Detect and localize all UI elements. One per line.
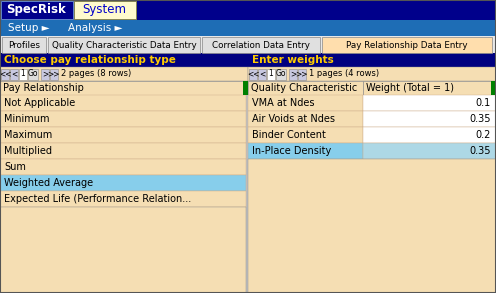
Text: 0.1: 0.1	[476, 98, 491, 108]
Bar	[289, 69, 297, 79]
Bar	[298, 69, 306, 79]
Bar	[258, 69, 266, 79]
Bar	[0, 53, 496, 67]
Text: Setup ►: Setup ►	[8, 23, 50, 33]
Bar	[202, 37, 320, 53]
Bar	[19, 69, 27, 79]
Bar	[0, 111, 246, 127]
Text: Expected Life (Performance Relation...: Expected Life (Performance Relation...	[4, 194, 191, 204]
Bar	[0, 143, 246, 159]
Text: Enter weights: Enter weights	[252, 55, 334, 65]
Bar	[41, 69, 49, 79]
Bar	[363, 127, 496, 143]
Text: <<: <<	[0, 69, 11, 79]
Text: VMA at Ndes: VMA at Ndes	[252, 98, 314, 108]
Bar	[248, 159, 496, 293]
Bar	[48, 37, 200, 53]
Bar	[363, 111, 496, 127]
Bar	[0, 0, 496, 20]
Text: Air Voids at Ndes: Air Voids at Ndes	[252, 114, 335, 124]
Text: Choose pay relationship type: Choose pay relationship type	[4, 55, 176, 65]
Bar	[248, 127, 363, 143]
Bar	[0, 36, 496, 53]
Text: Quality Characteristic: Quality Characteristic	[251, 83, 357, 93]
Text: Weighted Average: Weighted Average	[4, 178, 93, 188]
Text: <: <	[11, 69, 17, 79]
Text: <<: <<	[247, 69, 259, 79]
Bar	[0, 191, 246, 207]
Text: 0.2: 0.2	[476, 130, 491, 140]
Text: Analysis ►: Analysis ►	[68, 23, 123, 33]
Text: SpecRisk: SpecRisk	[6, 4, 66, 16]
Text: Binder Content: Binder Content	[252, 130, 326, 140]
Bar	[491, 81, 496, 95]
Text: 1: 1	[269, 69, 273, 79]
Text: >: >	[290, 69, 296, 79]
Bar	[363, 95, 496, 111]
Text: Multiplied: Multiplied	[4, 146, 52, 156]
Bar	[0, 207, 246, 293]
Text: Minimum: Minimum	[4, 114, 50, 124]
Bar	[50, 69, 58, 79]
Bar	[248, 143, 363, 159]
Bar	[0, 95, 246, 111]
Bar	[248, 95, 363, 111]
Text: Maximum: Maximum	[4, 130, 52, 140]
Bar	[322, 37, 492, 53]
Text: Not Applicable: Not Applicable	[4, 98, 75, 108]
Bar	[1, 1, 73, 19]
Bar	[0, 81, 244, 95]
Bar	[28, 69, 38, 79]
Text: <: <	[259, 69, 265, 79]
Text: Weight (Total = 1): Weight (Total = 1)	[366, 83, 454, 93]
Bar	[0, 20, 496, 36]
Bar	[249, 69, 257, 79]
Bar	[2, 37, 46, 53]
Text: Profiles: Profiles	[8, 40, 40, 50]
Bar	[248, 111, 363, 127]
Text: 1: 1	[21, 69, 25, 79]
Text: 2 pages (8 rows): 2 pages (8 rows)	[61, 69, 131, 79]
Text: System: System	[82, 4, 126, 16]
Text: Correlation Data Entry: Correlation Data Entry	[212, 40, 310, 50]
Text: >: >	[42, 69, 48, 79]
Bar	[0, 175, 246, 191]
Text: 0.35: 0.35	[470, 114, 491, 124]
Bar	[0, 67, 248, 81]
Bar	[0, 159, 246, 175]
Bar	[243, 81, 248, 95]
Text: 0.35: 0.35	[470, 146, 491, 156]
Text: >>: >>	[48, 69, 60, 79]
Bar	[10, 69, 18, 79]
Bar	[0, 127, 246, 143]
Text: Sum: Sum	[4, 162, 26, 172]
Text: Pay Relationship Data Entry: Pay Relationship Data Entry	[346, 40, 468, 50]
Text: Go: Go	[276, 69, 286, 79]
Bar	[74, 1, 136, 19]
Text: In-Place Density: In-Place Density	[252, 146, 331, 156]
Bar	[248, 67, 496, 81]
Text: Pay Relationship: Pay Relationship	[3, 83, 84, 93]
Text: Go: Go	[28, 69, 38, 79]
Text: 1 pages (4 rows): 1 pages (4 rows)	[309, 69, 379, 79]
Bar	[267, 69, 275, 79]
Text: >>: >>	[296, 69, 308, 79]
Bar	[248, 81, 363, 95]
Bar	[363, 81, 496, 95]
Text: Quality Characteristic Data Entry: Quality Characteristic Data Entry	[52, 40, 196, 50]
Bar	[1, 69, 9, 79]
Bar	[363, 143, 496, 159]
Bar	[276, 69, 286, 79]
